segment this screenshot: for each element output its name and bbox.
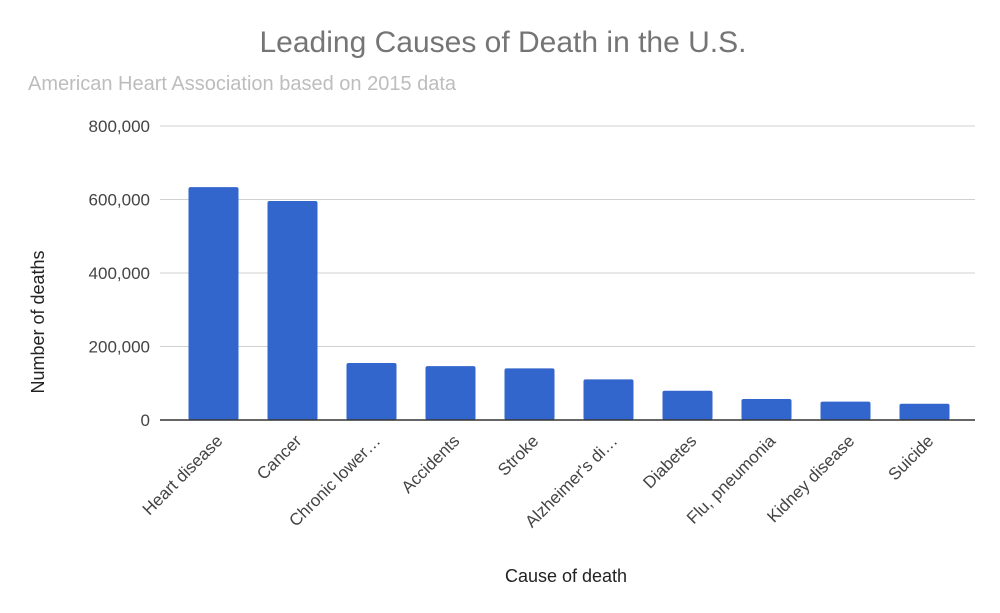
- bar-2: [346, 363, 397, 420]
- x-tick-label: Suicide: [884, 431, 937, 484]
- y-tick-label: 400,000: [89, 264, 150, 283]
- y-axis-ticks: 0 200,000 400,000 600,000 800,000: [89, 117, 150, 430]
- y-tick-label: 0: [141, 411, 150, 430]
- x-axis-title: Cause of death: [505, 566, 627, 586]
- bar-4: [504, 368, 555, 420]
- x-tick-label: Stroke: [494, 431, 542, 479]
- x-tick-label: Cancer: [253, 431, 305, 483]
- bar-5: [583, 379, 634, 420]
- x-tick-label: Heart disease: [139, 431, 227, 519]
- y-tick-label: 200,000: [89, 338, 150, 357]
- bars: [188, 187, 950, 420]
- bar-1: [267, 200, 318, 420]
- x-tick-label: Diabetes: [639, 431, 700, 492]
- bar-3: [425, 366, 476, 420]
- y-axis-title: Number of deaths: [28, 250, 48, 393]
- bar-6: [662, 390, 713, 420]
- y-tick-label: 800,000: [89, 117, 150, 136]
- y-tick-label: 600,000: [89, 191, 150, 210]
- bar-0: [188, 187, 239, 420]
- bar-9: [899, 403, 950, 420]
- x-tick-label: Accidents: [398, 431, 464, 497]
- bar-8: [820, 401, 871, 420]
- chart-title: Leading Causes of Death in the U.S.: [260, 26, 747, 59]
- chart-subtitle: American Heart Association based on 2015…: [28, 73, 457, 95]
- bar-7: [741, 399, 792, 420]
